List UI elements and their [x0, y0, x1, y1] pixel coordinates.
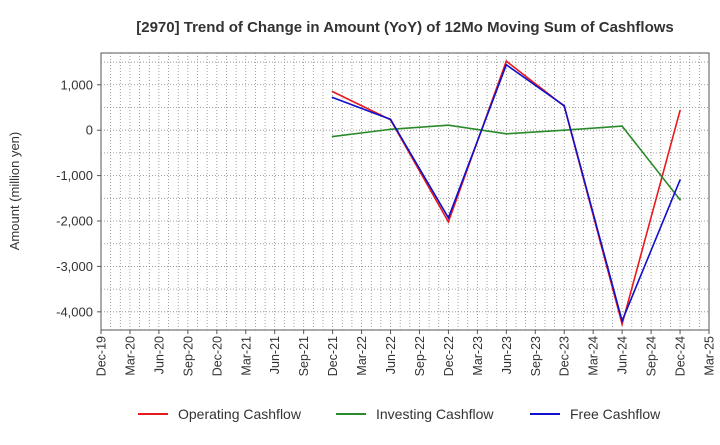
data-point	[621, 125, 624, 128]
legend: Operating Cashflow Investing Cashflow Free…	[138, 406, 661, 422]
x-tick-label: Mar-23	[471, 336, 485, 376]
x-tick-label: Dec-19	[95, 336, 109, 376]
x-tick-label: Jun-24	[616, 336, 630, 374]
x-tick-label: Mar-24	[587, 336, 601, 376]
chart-title: [2970] Trend of Change in Amount (YoY) o…	[136, 19, 674, 36]
data-point	[563, 129, 566, 132]
legend-label: Free Cashflow	[570, 406, 661, 422]
x-tick-label: Dec-22	[442, 336, 456, 376]
x-tick-label: Jun-22	[384, 336, 398, 374]
x-tick-label: Dec-23	[558, 336, 572, 376]
x-tick-label: Jun-20	[152, 336, 166, 374]
x-tick-label: Sep-22	[413, 336, 427, 376]
legend-label: Operating Cashflow	[178, 406, 302, 422]
data-point	[563, 104, 566, 107]
grid-layer	[101, 53, 709, 330]
y-tick-label: -1,000	[56, 168, 93, 183]
data-point	[389, 118, 392, 121]
plot-area	[100, 52, 710, 331]
x-tick-label: Jun-23	[500, 336, 514, 374]
data-point	[679, 109, 681, 112]
data-point	[679, 198, 681, 201]
data-point	[447, 221, 450, 223]
data-point	[505, 132, 508, 135]
x-tick-label: Sep-23	[529, 336, 543, 376]
data-point	[447, 124, 450, 127]
x-tick-label: Sep-20	[181, 336, 195, 376]
data-point	[331, 90, 334, 93]
data-point	[679, 179, 681, 182]
y-tick-label: -4,000	[56, 304, 93, 319]
axis-layer: 1,000 0 -1,000 -2,000 -3,000 -4,000 Dec-19 Mar-…	[56, 77, 716, 376]
data-point	[505, 63, 508, 66]
data-point	[621, 320, 624, 322]
data-point	[389, 128, 392, 131]
x-tick-label: Dec-20	[210, 336, 224, 376]
data-point	[331, 135, 334, 138]
y-tick-label: -3,000	[56, 259, 93, 274]
y-tick-label: 1,000	[60, 77, 93, 92]
x-tick-label: Mar-22	[355, 336, 369, 376]
x-tick-label: Dec-24	[674, 336, 688, 376]
y-tick-label: 0	[86, 123, 93, 138]
legend-label: Investing Cashflow	[376, 406, 494, 422]
data-point	[447, 216, 450, 219]
data-point	[331, 96, 334, 99]
y-axis-label: Amount (million yen)	[7, 132, 22, 251]
x-tick-label: Mar-25	[703, 336, 717, 376]
series-layer	[331, 59, 681, 328]
x-tick-label: Dec-21	[326, 336, 340, 376]
x-tick-label: Jun-21	[268, 336, 282, 374]
x-tick-label: Mar-20	[123, 336, 137, 376]
y-tick-label: -2,000	[56, 214, 93, 229]
data-point	[621, 323, 624, 325]
x-tick-label: Sep-24	[645, 336, 659, 376]
data-point	[505, 60, 508, 63]
x-tick-label: Sep-21	[297, 336, 311, 376]
x-tick-label: Mar-21	[239, 336, 253, 376]
